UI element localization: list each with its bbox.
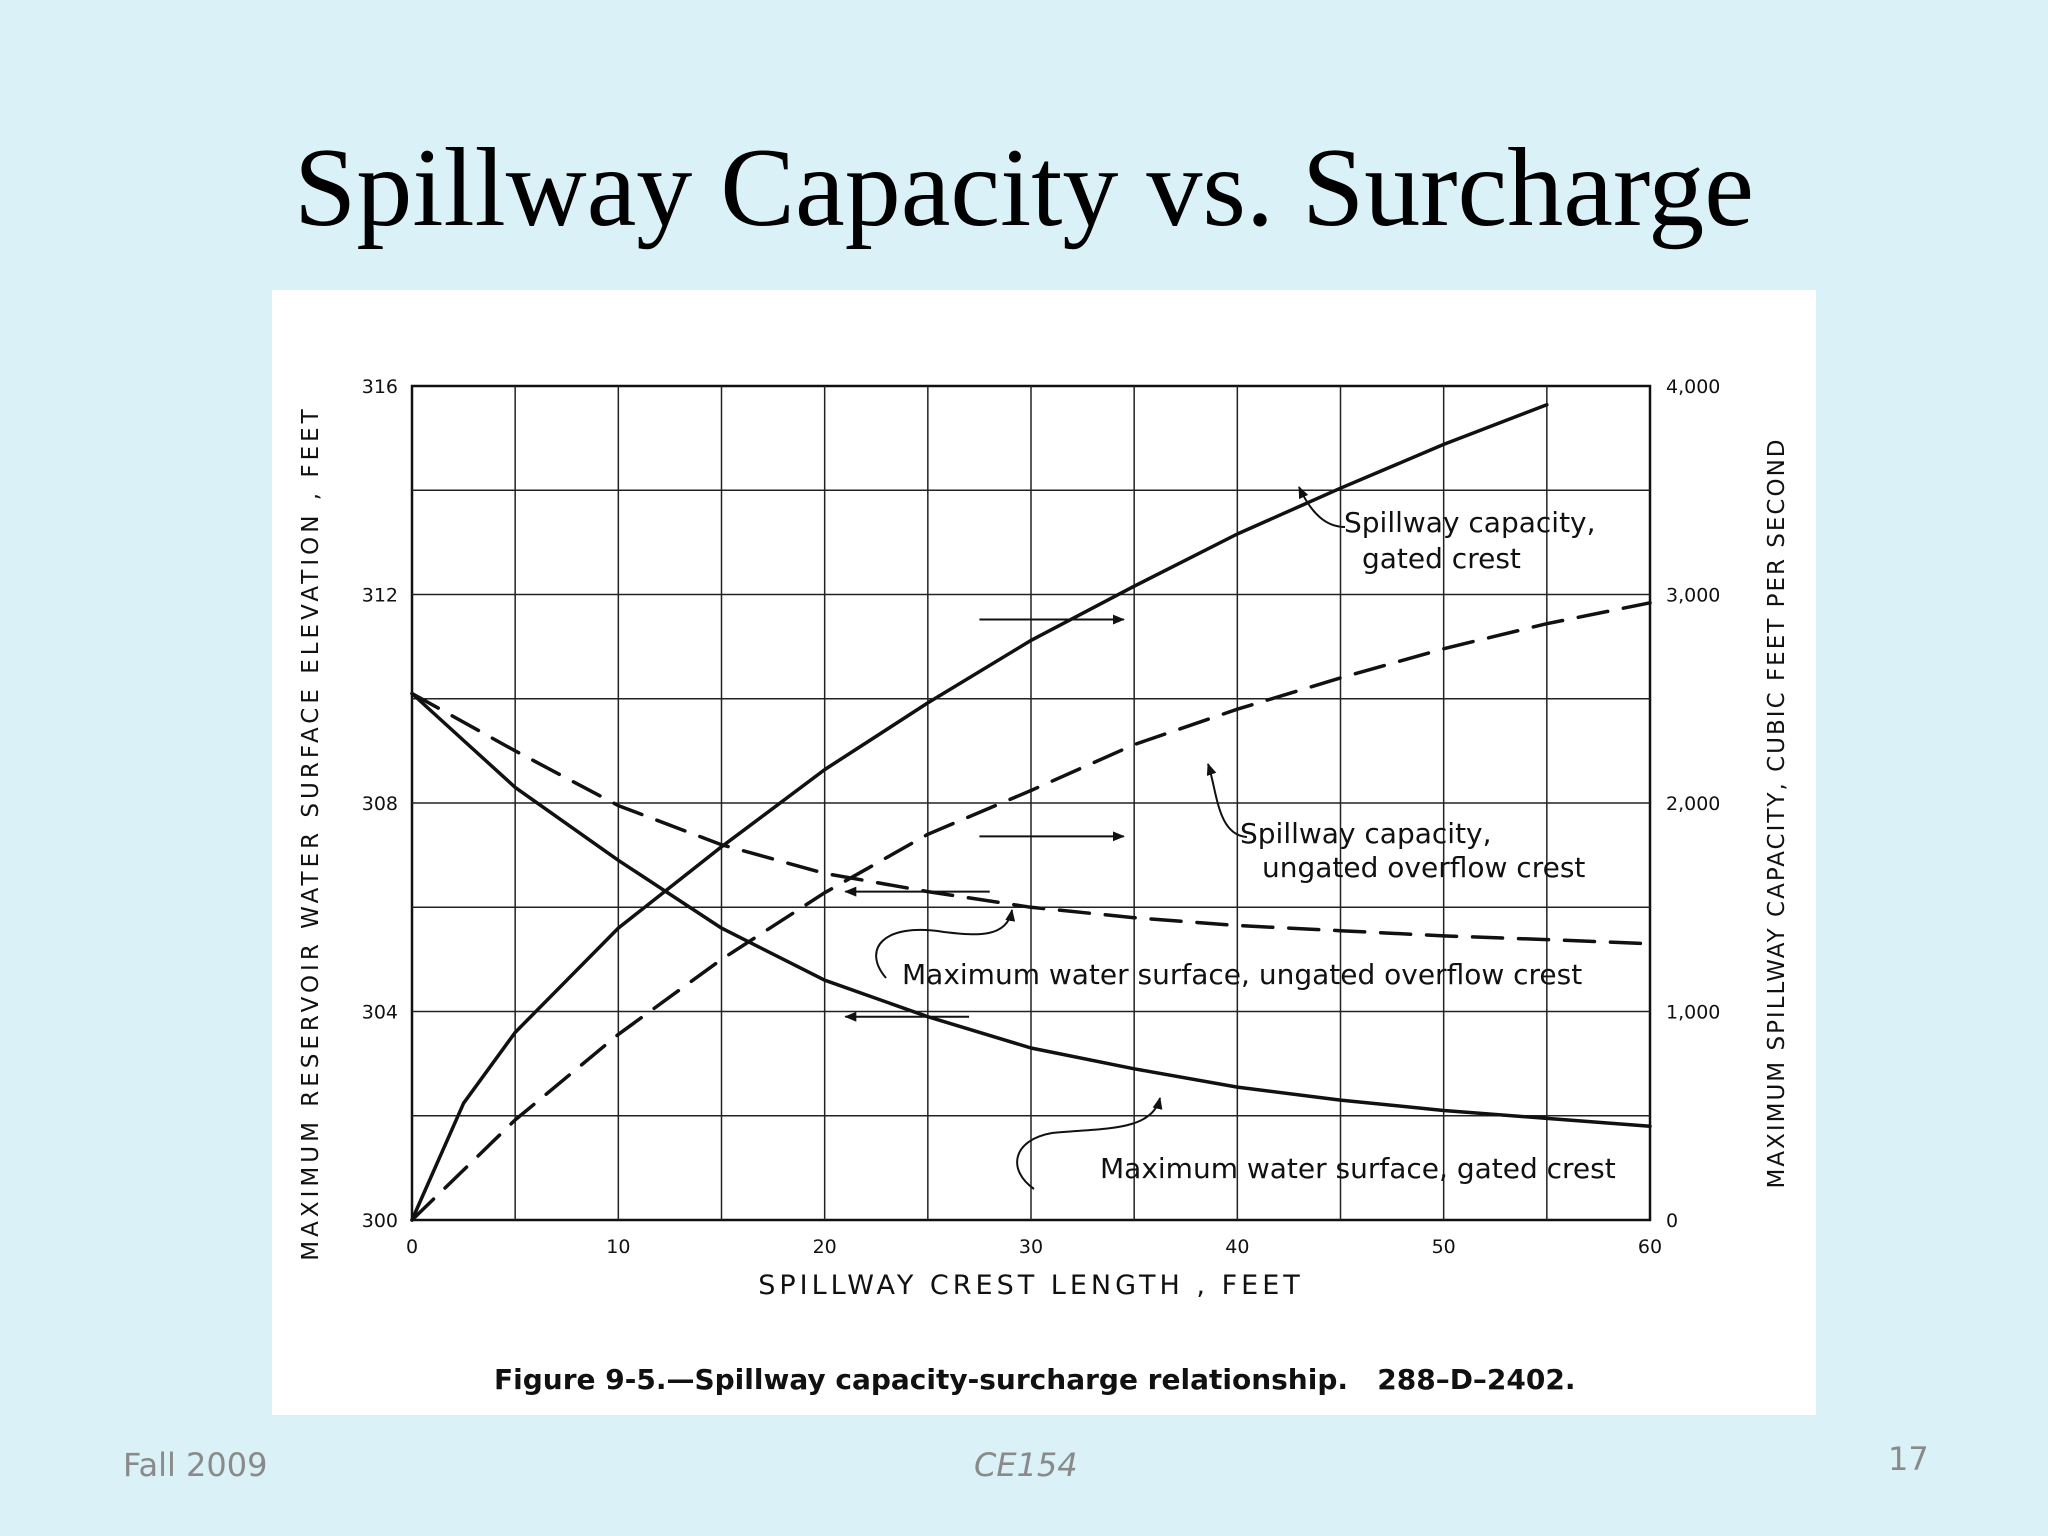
x-tick-label: 20 bbox=[813, 1236, 837, 1258]
x-tick-label: 10 bbox=[606, 1236, 630, 1258]
annotation-capacity-ungated: Spillway capacity, bbox=[1240, 817, 1492, 850]
x-tick-label: 30 bbox=[1019, 1236, 1043, 1258]
y-left-tick-label: 308 bbox=[362, 793, 398, 815]
water-surface-gated-curve bbox=[410, 691, 1652, 1128]
annotation-leader bbox=[1206, 763, 1248, 838]
y-right-tick-label: 1,000 bbox=[1666, 1002, 1720, 1024]
capacity-gated-curve bbox=[410, 403, 1549, 1222]
annotation-capacity-gated: Spillway capacity, bbox=[1344, 506, 1596, 539]
y-right-tick-label: 0 bbox=[1666, 1210, 1678, 1232]
y-left-tick-label: 300 bbox=[362, 1210, 398, 1232]
slide-title: Spillway Capacity vs. Surcharge bbox=[294, 126, 1754, 250]
annotation-surface-ungated: Maximum water surface, ungated overflow … bbox=[902, 958, 1582, 991]
y-left-tick-label: 312 bbox=[362, 585, 398, 607]
annotation-capacity-ungated: ungated overflow crest bbox=[1262, 851, 1585, 884]
x-axis-label: SPILLWAY CREST LENGTH , FEET bbox=[758, 1270, 1304, 1301]
figure-panel: 0 10 20 30 40 50 60 300 304 308 312 316 0 1,000 2,000 3… bbox=[272, 290, 1816, 1415]
y-right-tick-label: 4,000 bbox=[1666, 376, 1720, 398]
annotation-leader bbox=[1298, 486, 1346, 528]
page-number: 17 bbox=[1888, 1440, 1929, 1478]
capacity-ungated-curve bbox=[410, 601, 1652, 1222]
figure-caption: Figure 9-5.—Spillway capacity-surcharge … bbox=[494, 1363, 1576, 1396]
spillway-chart: 0 10 20 30 40 50 60 300 304 308 312 316 0 1,000 2,000 3… bbox=[298, 376, 1790, 1396]
y-left-tick-label: 304 bbox=[362, 1002, 398, 1024]
y-left-tick-label: 316 bbox=[362, 376, 398, 398]
x-tick-label: 0 bbox=[406, 1236, 418, 1258]
annotation-surface-gated: Maximum water surface, gated crest bbox=[1100, 1152, 1616, 1185]
footer-date: Fall 2009 bbox=[123, 1446, 268, 1484]
annotation-capacity-gated: gated crest bbox=[1362, 542, 1521, 575]
y-right-axis-label: MAXIMUM SPILLWAY CAPACITY, CUBIC FEET PE… bbox=[1764, 438, 1790, 1189]
annotation-leader bbox=[875, 909, 1016, 979]
annotation-leader bbox=[1016, 1097, 1163, 1190]
footer-course: CE154 bbox=[974, 1446, 1078, 1484]
y-right-tick-label: 3,000 bbox=[1666, 585, 1720, 607]
y-left-axis-label: MAXIMUM RESERVOIR WATER SURFACE ELEVATIO… bbox=[298, 405, 324, 1260]
y-right-tick-label: 2,000 bbox=[1666, 793, 1720, 815]
water-surface-ungated-curve bbox=[410, 691, 1652, 946]
x-tick-label: 40 bbox=[1225, 1236, 1249, 1258]
x-tick-label: 50 bbox=[1432, 1236, 1456, 1258]
x-tick-label: 60 bbox=[1638, 1236, 1662, 1258]
